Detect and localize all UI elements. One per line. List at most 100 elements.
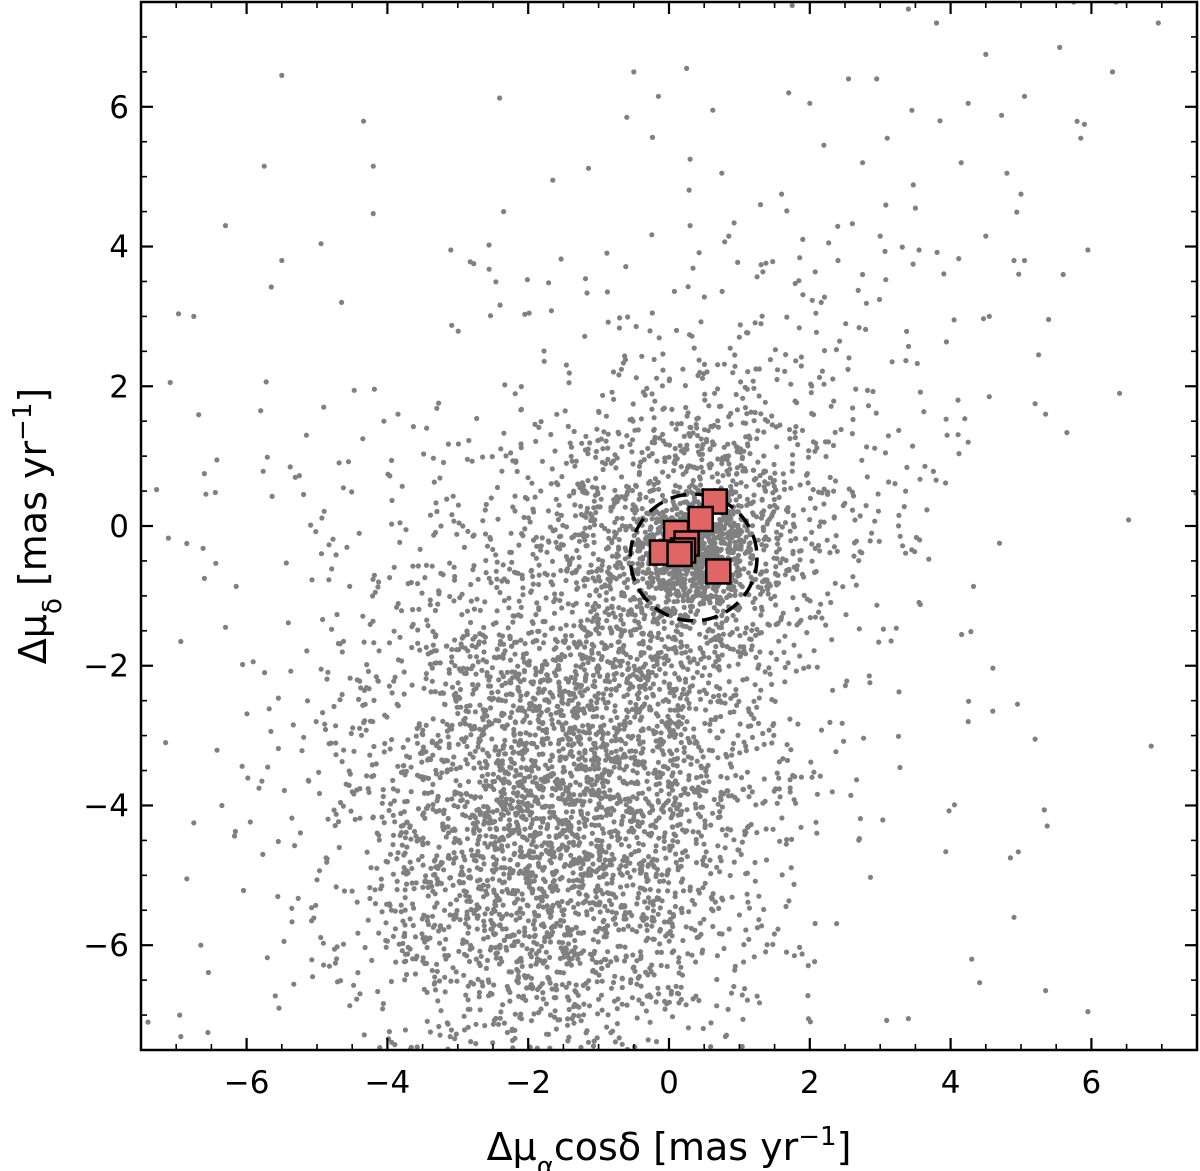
field-star-point (599, 714, 605, 721)
field-star-point (471, 765, 477, 771)
field-star-point (728, 528, 734, 534)
field-star-point (421, 685, 427, 692)
field-star-point (560, 940, 566, 946)
field-star-point (432, 891, 438, 897)
field-star-point (656, 991, 662, 997)
field-star-point (789, 468, 795, 474)
field-star-point (624, 883, 630, 889)
field-star-point (415, 581, 421, 587)
field-star-point (685, 754, 691, 760)
field-star-point (643, 1008, 650, 1014)
field-star-point (610, 979, 617, 986)
field-star-point (524, 690, 530, 696)
field-star-point (727, 709, 733, 716)
field-star-point (752, 409, 758, 416)
field-star-point (644, 694, 650, 701)
field-star-point (463, 790, 469, 797)
field-star-point (349, 888, 355, 894)
field-star-point (665, 931, 671, 937)
field-star-point (448, 875, 454, 881)
field-star-point (398, 608, 405, 614)
field-star-point (639, 819, 645, 826)
field-star-point (657, 666, 663, 673)
field-star-point (592, 948, 598, 954)
field-star-point (518, 637, 524, 643)
field-star-point (713, 593, 719, 600)
field-star-point (493, 1015, 499, 1022)
field-star-point (612, 1039, 619, 1045)
field-star-point (543, 949, 549, 955)
field-star-point (526, 934, 533, 940)
field-star-point (711, 605, 717, 611)
field-star-point (616, 649, 622, 655)
field-star-point (757, 571, 764, 577)
field-star-point (791, 642, 797, 648)
field-star-point (764, 942, 770, 948)
field-star-point (647, 488, 653, 494)
field-star-point (749, 734, 756, 741)
field-star-point (523, 975, 529, 981)
field-star-point (484, 877, 490, 884)
field-star-point (481, 649, 487, 655)
field-star-point (773, 602, 779, 608)
field-star-point (499, 843, 505, 849)
field-star-point (356, 696, 362, 703)
field-star-point (588, 841, 594, 847)
field-star-point (812, 505, 818, 511)
field-star-point (734, 626, 740, 632)
field-star-point (498, 835, 504, 842)
field-star-point (511, 760, 517, 767)
field-star-point (732, 967, 738, 973)
field-star-point (367, 752, 373, 758)
field-star-point (655, 759, 662, 766)
field-star-point (595, 620, 601, 627)
field-star-point (445, 830, 452, 836)
field-star-point (573, 982, 579, 988)
field-star-point (516, 598, 522, 604)
field-star-point (507, 802, 513, 808)
field-star-point (774, 444, 780, 450)
field-star-point (627, 719, 633, 726)
field-star-point (435, 878, 441, 884)
field-star-point (638, 953, 644, 959)
field-star-point (603, 871, 609, 877)
field-star-point (588, 747, 595, 753)
field-star-point (672, 644, 678, 651)
field-star-point (593, 475, 599, 481)
field-star-point (692, 498, 698, 504)
field-star-point (659, 872, 665, 878)
field-star-point (508, 530, 514, 536)
field-star-point (576, 826, 582, 832)
field-star-point (325, 816, 331, 822)
field-star-point (636, 848, 642, 854)
field-star-point (728, 695, 734, 701)
field-star-point (745, 899, 751, 905)
field-star-point (712, 649, 718, 655)
field-star-point (666, 698, 672, 705)
field-star-point (549, 717, 555, 723)
field-star-point (536, 863, 542, 869)
field-star-point (465, 983, 471, 989)
field-star-point (777, 794, 783, 800)
field-star-point (761, 906, 767, 913)
field-star-point (715, 755, 721, 761)
field-star-point (390, 786, 396, 792)
field-star-point (745, 570, 752, 576)
field-star-point (646, 453, 652, 459)
field-star-point (723, 832, 729, 838)
field-star-point (536, 572, 542, 578)
field-star-point (518, 731, 524, 737)
field-star-point (586, 866, 593, 872)
field-star-point (603, 747, 609, 754)
field-star-point (783, 903, 789, 910)
field-star-point (596, 603, 602, 609)
field-star-point (644, 510, 650, 516)
field-star-point (684, 691, 690, 697)
field-star-point (640, 739, 646, 745)
field-star-point (553, 787, 559, 793)
field-star-point (596, 556, 602, 563)
field-star-point (738, 463, 744, 469)
field-star-point (561, 918, 567, 924)
field-star-point (744, 891, 750, 897)
field-star-point (522, 526, 528, 532)
